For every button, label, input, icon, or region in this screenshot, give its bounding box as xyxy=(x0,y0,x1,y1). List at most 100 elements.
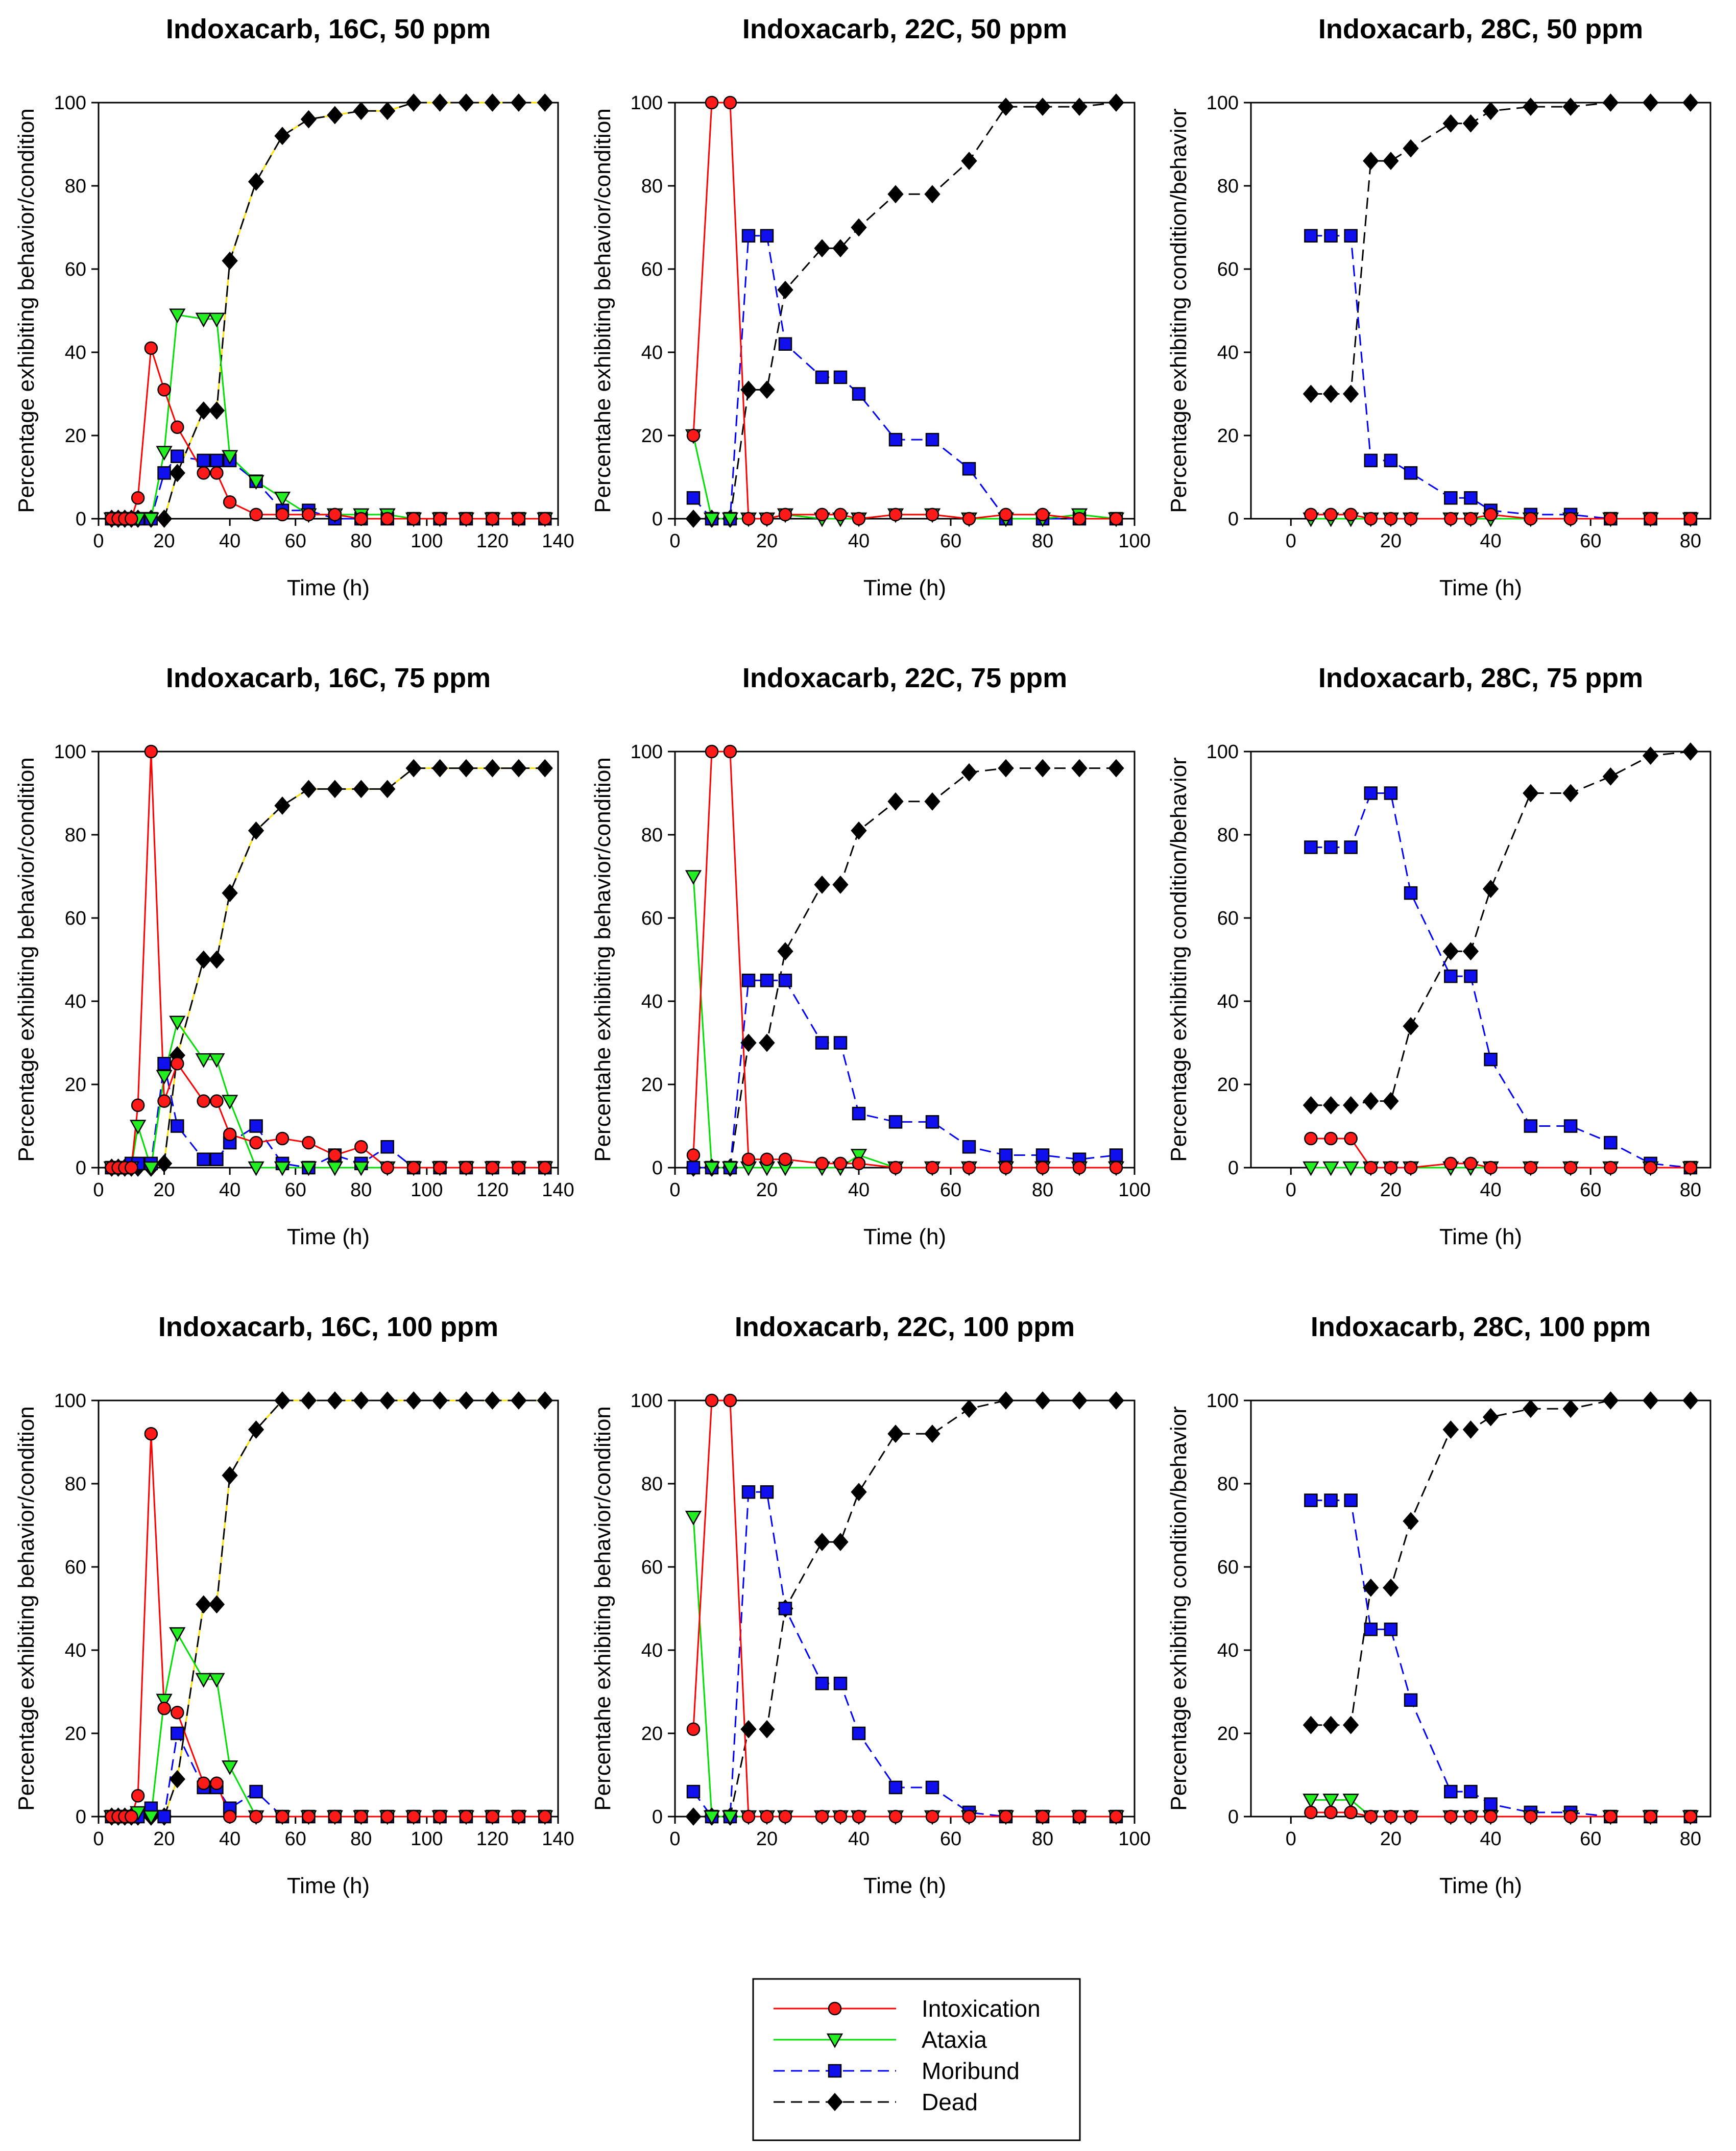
ataxia-data-point xyxy=(222,1095,238,1110)
dead-data-point xyxy=(156,510,173,528)
intoxication-data-point xyxy=(1604,1161,1618,1175)
y-tick-label: 0 xyxy=(76,1157,86,1179)
dead-data-point xyxy=(1642,1391,1659,1410)
moribund-data-point xyxy=(686,491,701,505)
x-tick-label: 20 xyxy=(153,530,175,552)
y-tick-label: 80 xyxy=(641,1473,663,1495)
y-tick-label: 0 xyxy=(1228,1157,1239,1179)
intoxication-data-point xyxy=(1344,1131,1358,1146)
y-tick-label: 40 xyxy=(1217,991,1239,1012)
ataxia-data-point xyxy=(1322,1161,1339,1176)
y-tick-label: 40 xyxy=(1217,342,1239,364)
chart-panel-5: Indoxacarb, 22C, 75 ppm 0 20 40 60 80 100 0 20 40… xyxy=(590,663,1151,1249)
moribund-data-point xyxy=(741,974,756,987)
y-tick-label: 20 xyxy=(1217,1074,1239,1096)
moribund-data-point xyxy=(815,370,829,384)
moribund-series-line xyxy=(692,1491,1116,1818)
intoxication-data-point xyxy=(131,1098,145,1112)
x-tick-label: 60 xyxy=(940,1828,961,1850)
moribund-data-point xyxy=(1304,1493,1318,1507)
intoxication-data-point xyxy=(888,1161,903,1175)
intoxication-data-point xyxy=(705,95,719,110)
dead-data-point xyxy=(1482,1408,1499,1427)
intoxication-data-point xyxy=(1604,1809,1618,1824)
intoxication-data-point xyxy=(512,1809,526,1824)
dead-data-point xyxy=(327,780,343,799)
x-tick-label: 100 xyxy=(1118,530,1150,552)
x-axis-label: Time (h) xyxy=(287,575,370,600)
ataxia-series-line xyxy=(111,313,545,520)
moribund-data-point xyxy=(999,1148,1013,1162)
ataxia-series-line xyxy=(692,1517,1116,1818)
moribund-data-point xyxy=(1404,886,1418,900)
dead-data-point xyxy=(1462,1420,1479,1439)
dead-data-point xyxy=(405,1391,422,1410)
moribund-data-point xyxy=(1324,229,1338,243)
chart-title: Indoxacarb, 16C, 50 ppm xyxy=(166,14,491,44)
ataxia-data-point xyxy=(195,312,212,328)
moribund-data-point xyxy=(157,466,171,480)
ataxia-data-point xyxy=(721,1161,739,1176)
moribund-data-point xyxy=(778,337,792,351)
moribund-data-point xyxy=(888,1115,903,1129)
ataxia-series-line xyxy=(111,1020,545,1169)
intoxication-data-point xyxy=(723,95,737,110)
dead-data-point xyxy=(740,1033,757,1052)
moribund-data-point xyxy=(833,1036,848,1050)
intoxication-data-point xyxy=(705,744,719,759)
dead-data-point xyxy=(1562,784,1579,803)
intoxication-data-point xyxy=(538,512,552,526)
intoxication-data-point xyxy=(1364,1161,1378,1175)
dead-data-point xyxy=(1342,384,1359,403)
y-tick-label: 40 xyxy=(1217,1640,1239,1661)
dead-data-point xyxy=(1462,114,1479,133)
dead-data-point xyxy=(169,464,185,482)
intoxication-data-point xyxy=(512,512,526,526)
legend-ataxia-marker-icon xyxy=(826,2033,843,2048)
dead-data-point xyxy=(759,380,775,399)
intoxication-data-point xyxy=(302,1135,316,1150)
y-tick-label: 100 xyxy=(631,741,663,763)
dead-data-point xyxy=(208,401,225,420)
intoxication-data-point xyxy=(171,1706,184,1720)
moribund-data-point xyxy=(888,1780,903,1795)
dead-data-point xyxy=(1682,93,1699,112)
moribund-data-point xyxy=(1604,1135,1618,1150)
dead-data-point xyxy=(851,821,867,840)
dead-data-point xyxy=(511,93,527,112)
y-axis-label: Percentage exhibiting behavior/condition xyxy=(14,1406,39,1811)
intoxication-data-point xyxy=(888,507,903,522)
moribund-data-point xyxy=(249,1119,263,1133)
ataxia-data-point xyxy=(142,1161,159,1176)
x-tick-label: 100 xyxy=(411,1828,443,1850)
intoxication-data-point xyxy=(1384,1809,1398,1824)
x-tick-label: 80 xyxy=(1680,530,1701,552)
legend-label-moribund: Moribund xyxy=(922,2058,1020,2084)
dead-data-point xyxy=(537,1391,553,1410)
intoxication-data-point xyxy=(433,1809,447,1824)
dead-data-point xyxy=(248,172,264,191)
x-tick-label: 60 xyxy=(285,1828,306,1850)
intoxication-data-point xyxy=(1324,507,1338,522)
moribund-data-point xyxy=(380,1140,394,1154)
y-tick-label: 60 xyxy=(1217,908,1239,929)
x-tick-label: 0 xyxy=(93,530,104,552)
intoxication-data-point xyxy=(1444,512,1458,526)
dead-data-point xyxy=(1462,942,1479,961)
ataxia-data-point xyxy=(326,1161,343,1176)
moribund-data-point xyxy=(1304,840,1318,854)
moribund-data-point xyxy=(1484,1052,1498,1067)
intoxication-data-point xyxy=(723,744,737,759)
moribund-data-point xyxy=(925,1115,939,1129)
intoxication-data-point xyxy=(328,1809,342,1824)
moribund-series-line xyxy=(1311,792,1691,1169)
dead-data-point xyxy=(1363,152,1379,170)
moribund-data-point xyxy=(778,1602,792,1615)
intoxication-data-point xyxy=(459,512,473,526)
intoxication-data-point xyxy=(354,1809,368,1824)
intoxication-data-point xyxy=(1524,1809,1538,1824)
intoxication-data-point xyxy=(962,1809,976,1824)
y-tick-label: 80 xyxy=(65,1473,86,1495)
intoxication-data-point xyxy=(131,1789,145,1803)
ataxia-data-point xyxy=(208,1053,225,1068)
